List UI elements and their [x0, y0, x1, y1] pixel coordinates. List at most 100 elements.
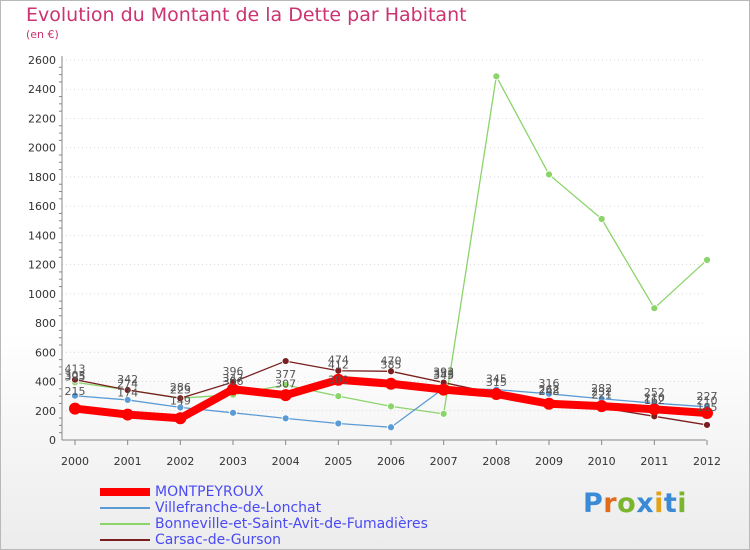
chart-title: Evolution du Montant de la Dette par Hab… — [26, 4, 467, 26]
legend-swatch — [100, 523, 150, 525]
y-tick-label: 1400 — [28, 229, 56, 242]
data-point-0 — [543, 397, 555, 410]
y-unit-label: (en €) — [26, 28, 59, 41]
y-tick-label: 600 — [35, 346, 56, 359]
data-point-1 — [123, 396, 132, 404]
data-label: 248 — [539, 385, 560, 398]
data-point-0 — [69, 402, 81, 415]
y-tick-label: 1800 — [28, 171, 56, 184]
legend-label: Bonneville-et-Saint-Avit-de-Fumadières — [155, 516, 428, 532]
proxiti-logo: Proxiti — [583, 488, 687, 519]
data-point-2 — [281, 380, 290, 389]
data-point-1 — [545, 389, 553, 398]
data-label: 303 — [65, 369, 86, 382]
data-label: 385 — [381, 359, 402, 372]
data-point-2 — [597, 215, 606, 223]
x-tick-label: 2005 — [324, 455, 352, 468]
data-label: 300 — [328, 373, 349, 386]
data-label: 377 — [275, 368, 296, 381]
logo-letter: x — [636, 488, 655, 519]
data-label: 395 — [65, 370, 86, 383]
data-label: 347 — [223, 372, 244, 385]
data-point-0 — [385, 377, 397, 390]
data-label: 210 — [697, 395, 718, 408]
line-chart: 0 200 400 600 800 1000 1200 1400 1600 1800 2000 220… — [28, 54, 721, 468]
data-label: 274 — [117, 378, 138, 391]
data-point-3 — [703, 421, 711, 429]
data-label: 185 — [697, 401, 718, 414]
data-point-0 — [332, 373, 345, 386]
data-point-2 — [387, 402, 395, 411]
y-tick-label: 2000 — [28, 142, 56, 155]
y-tick-label: 200 — [35, 405, 56, 418]
x-tick-label: 2008 — [482, 455, 510, 468]
x-tick-label: 2007 — [430, 455, 458, 468]
x-tick-label: 2006 — [377, 455, 405, 468]
logo-letter: i — [654, 488, 664, 519]
data-point-0 — [701, 406, 713, 419]
data-point-3 — [387, 367, 395, 376]
y-tick-label: 1600 — [28, 200, 56, 213]
y-tick-label: 2600 — [28, 54, 56, 67]
legend-swatch — [100, 488, 150, 496]
data-label: 227 — [697, 390, 718, 403]
legend-label: MONTPEYROUX — [155, 484, 264, 500]
data-label: 396 — [223, 365, 244, 378]
data-label: 282 — [591, 382, 612, 395]
data-label: 223 — [170, 384, 191, 397]
data-point-1 — [334, 419, 343, 428]
legend-swatch — [100, 507, 150, 509]
y-tick-label: 400 — [35, 376, 56, 389]
data-point-1 — [387, 423, 395, 432]
x-tick-label: 2010 — [588, 455, 616, 468]
data-point-0 — [437, 383, 450, 396]
data-point-1 — [71, 391, 79, 400]
data-label: 345 — [433, 369, 454, 382]
data-label: 306 — [223, 375, 244, 388]
y-tick-label: 1200 — [28, 259, 56, 272]
y-tick-label: 1000 — [28, 288, 56, 301]
legend-label: Carsac-de-Gurson — [155, 532, 282, 548]
data-point-0 — [595, 400, 608, 413]
data-label: 210 — [644, 392, 665, 405]
data-label: 307 — [275, 378, 296, 391]
data-point-3 — [281, 357, 290, 365]
data-label: 174 — [117, 386, 138, 399]
data-label: 474 — [328, 354, 349, 367]
x-tick-label: 2004 — [272, 455, 300, 468]
data-point-2 — [334, 392, 343, 401]
data-label: 286 — [170, 381, 191, 394]
data-label: 470 — [381, 354, 402, 367]
data-label: 162 — [644, 394, 665, 407]
data-label: 252 — [644, 386, 665, 399]
x-tick-label: 2001 — [114, 455, 142, 468]
data-label: 316 — [539, 377, 560, 390]
data-point-2 — [439, 409, 448, 418]
data-point-0 — [174, 412, 187, 425]
data-point-1 — [229, 408, 237, 417]
data-point-3 — [176, 394, 185, 403]
data-label: 393 — [433, 366, 454, 379]
data-label: 353 — [433, 367, 454, 380]
y-tick-label: 0 — [49, 434, 56, 447]
data-point-0 — [227, 383, 239, 396]
legend-swatch — [100, 539, 150, 541]
data-point-0 — [121, 408, 134, 421]
data-point-2 — [492, 72, 501, 81]
x-tick-label: 2009 — [535, 455, 563, 468]
data-label: 232 — [591, 386, 612, 399]
data-point-0 — [279, 389, 292, 402]
x-tick-label: 2012 — [693, 455, 721, 468]
data-label: 342 — [117, 373, 138, 386]
logo-letter: t — [663, 488, 678, 519]
logo-letter: r — [603, 488, 618, 519]
data-label: 215 — [65, 385, 86, 398]
data-point-1 — [176, 403, 185, 412]
logo-letter: o — [617, 488, 637, 519]
data-point-3 — [123, 386, 132, 394]
data-label: 413 — [65, 363, 86, 376]
data-point-2 — [545, 170, 553, 179]
legend-label: Villefranche-de-Lonchat — [155, 500, 322, 516]
data-label: 315 — [486, 376, 507, 389]
